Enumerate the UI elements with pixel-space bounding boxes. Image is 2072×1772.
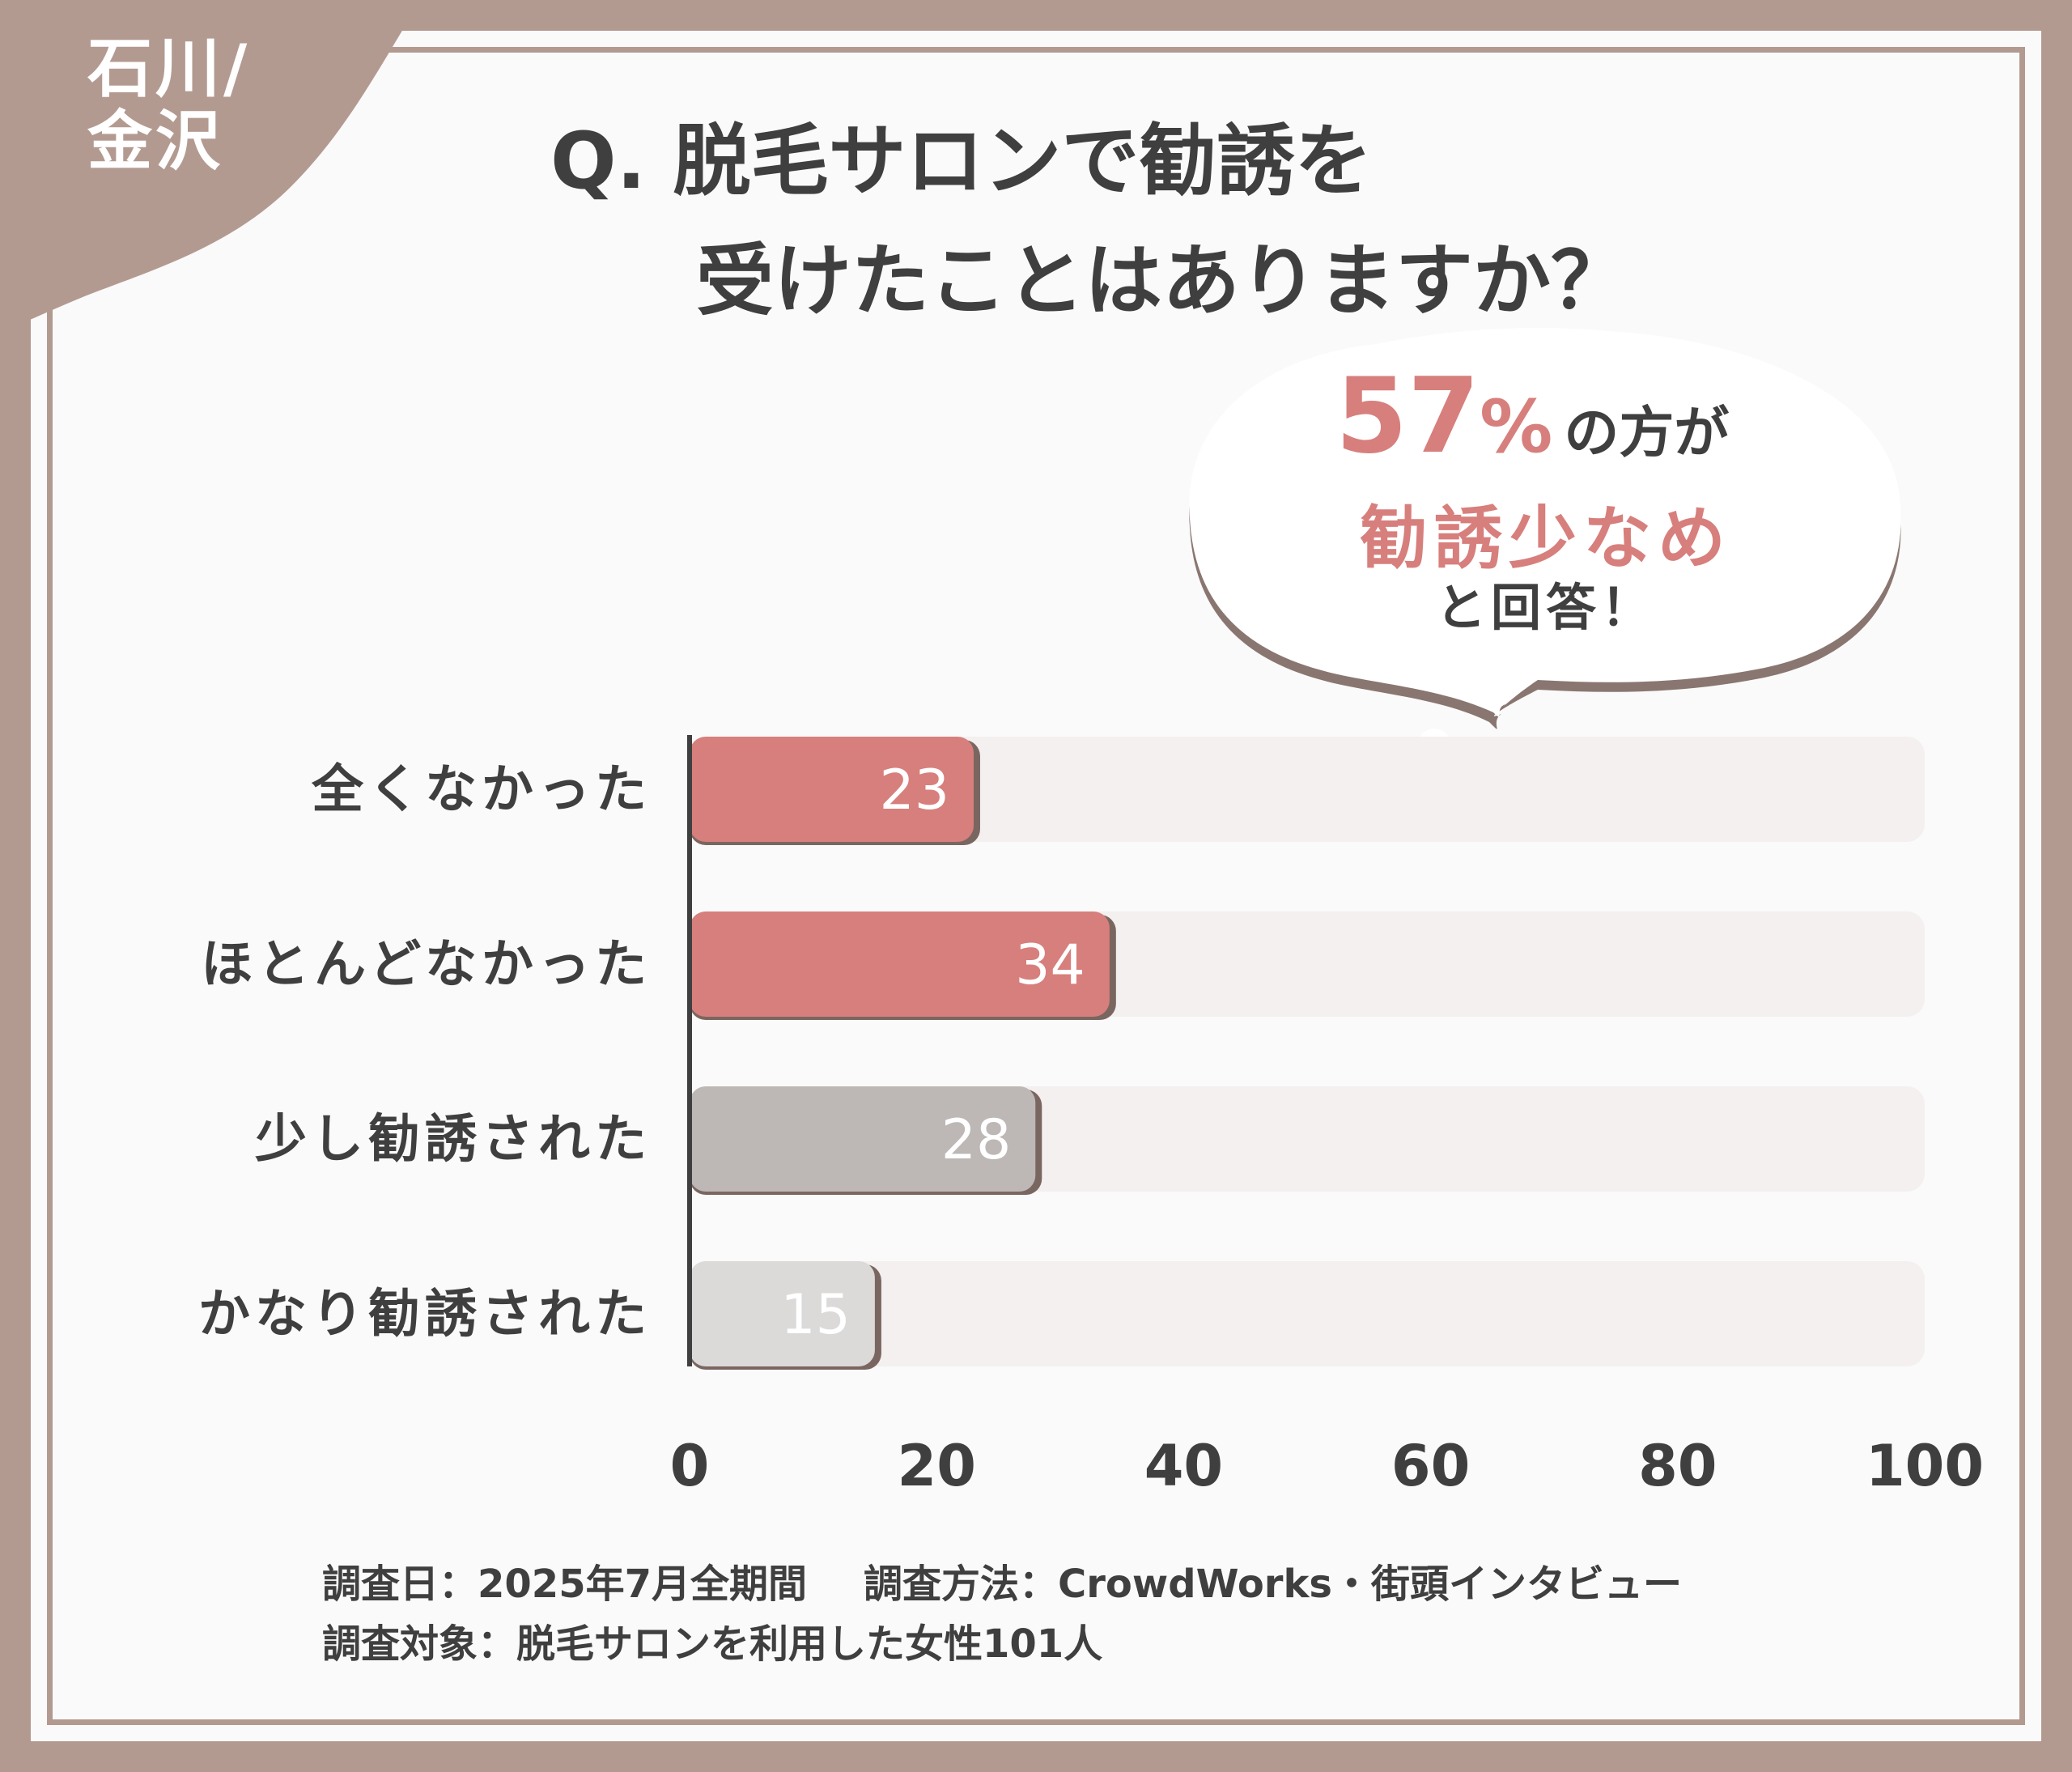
corner-badge-shape [0, 0, 421, 332]
callout-percent-line: 57% の方が [1335, 356, 1729, 477]
card-background [31, 31, 2041, 1741]
callout-suffix: の方が [1564, 402, 1730, 465]
x-tick-label: 40 [1144, 1433, 1223, 1499]
bar-track [690, 737, 1925, 842]
callout-closing: と回答！ [1435, 578, 1656, 637]
category-label: 少し勧誘された [255, 1110, 652, 1170]
question-title: Q. 脱毛サロンで勧誘を 受けたことはありますか？ [550, 101, 1628, 341]
card-border [47, 47, 2025, 1725]
bar-track [690, 1261, 1925, 1366]
footer-method: 調査方法：CrowdWorks・街頭インタビュー [864, 1562, 1682, 1607]
region-line1: 石川/ [87, 31, 251, 106]
category-label: ほとんどなかった [201, 935, 652, 995]
bar-value-label: 15 [780, 1283, 851, 1347]
bar [690, 1261, 875, 1366]
footer-target: 調査対象：脱毛サロンを利用した女性101人 [322, 1621, 1103, 1667]
title-line1: Q. 脱毛サロンで勧誘を [550, 116, 1373, 206]
bar-value-label: 34 [1015, 933, 1085, 997]
bar [690, 911, 1110, 1017]
region-line2: 金沢 [87, 104, 223, 179]
x-tick-label: 100 [1866, 1433, 1984, 1499]
survey-footer: 調査日：2025年7月全期間 調査方法：CrowdWorks・街頭インタビュー 調… [322, 1554, 1682, 1674]
bar [690, 737, 974, 842]
x-tick-label: 20 [897, 1433, 975, 1499]
footer-date: 調査日：2025年7月全期間 [322, 1562, 807, 1607]
x-tick-label: 60 [1391, 1433, 1470, 1499]
callout-highlight: 勧誘少なめ [1359, 499, 1732, 578]
bar-value-label: 23 [879, 759, 949, 822]
category-label: 全くなかった [311, 760, 652, 820]
x-tick-label: 80 [1638, 1433, 1717, 1499]
category-label: かなり勧誘された [198, 1285, 652, 1345]
bar-value-label: 28 [941, 1108, 1012, 1172]
x-tick-label: 0 [670, 1433, 710, 1499]
callout-percent-sign: % [1480, 385, 1553, 470]
callout-percent: 57 [1335, 356, 1480, 477]
bar [690, 1086, 1036, 1192]
title-line2: 受けたことはありますか？ [696, 236, 1628, 326]
region-label: 石川/ 金沢 [87, 32, 250, 178]
